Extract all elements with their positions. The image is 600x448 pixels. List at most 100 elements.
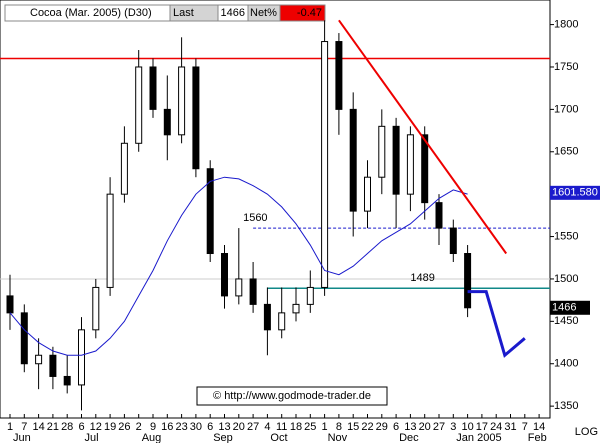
x-tick-label: 14	[32, 421, 44, 433]
candle-body	[306, 286, 314, 305]
candle-body	[364, 176, 371, 212]
candle-body	[392, 125, 400, 195]
y-tick-label: 1750	[554, 61, 578, 73]
candle-body	[249, 278, 257, 305]
y-tick-label: 1400	[554, 358, 578, 370]
month-label: Nov	[328, 432, 348, 443]
candle-body	[335, 41, 343, 110]
header-box	[279, 4, 326, 22]
candle-body	[278, 312, 286, 331]
month-label: Jun	[13, 432, 31, 443]
x-tick-label: 27	[433, 421, 445, 433]
candle-body	[49, 354, 57, 377]
x-tick-label: 14	[533, 421, 545, 433]
candle-body	[35, 354, 43, 365]
last-value-box	[550, 300, 590, 315]
candle-body	[63, 375, 71, 386]
x-tick-label: 26	[118, 421, 130, 433]
plot-frame	[0, 0, 551, 419]
y-tick-label: 1500	[554, 273, 578, 285]
x-tick-label: 4	[264, 421, 270, 433]
candle-body	[106, 193, 114, 288]
candle-body	[235, 278, 243, 297]
watermark: © http://www.godmode-trader.de	[213, 390, 371, 402]
candle-body	[421, 134, 429, 204]
x-tick-label: 21	[47, 421, 59, 433]
x-tick-label: 20	[233, 421, 245, 433]
header-label: Net%	[250, 7, 277, 19]
month-label: Oct	[270, 432, 287, 443]
x-tick-label: 3	[450, 421, 456, 433]
y-tick-label: 1650	[554, 146, 578, 158]
y-tick-label: 1350	[554, 400, 578, 412]
x-tick-label: 24	[490, 421, 502, 433]
candle-body	[263, 303, 271, 331]
candle-body	[406, 134, 414, 195]
x-tick-label: 1	[322, 421, 328, 433]
month-label: Aug	[142, 432, 162, 443]
forecast-arrow	[467, 290, 526, 358]
x-tick-label: 23	[175, 421, 187, 433]
x-tick-label: 6	[78, 421, 84, 433]
x-tick-label: 22	[361, 421, 373, 433]
month-label: Jan 2005	[456, 432, 501, 443]
x-tick-label: 7	[21, 421, 27, 433]
candle-body	[120, 142, 128, 195]
x-tick-label: 13	[218, 421, 230, 433]
candle-body	[435, 202, 443, 229]
candle-body	[192, 66, 200, 170]
x-tick-label: 2	[136, 421, 142, 433]
header: Cocoa (Mar. 2005) (D30) Last 1466 Net% -…	[4, 4, 326, 22]
y-tick-label: 1800	[554, 18, 578, 30]
candle-body	[292, 303, 300, 314]
candle-body	[78, 329, 85, 386]
y-tick-label: 1450	[554, 315, 578, 327]
candle-body	[178, 66, 186, 136]
month-label: Sep	[213, 432, 233, 443]
candle-body	[163, 108, 171, 136]
last-value-label: 1466	[552, 302, 576, 314]
x-tick-label: 28	[61, 421, 73, 433]
x-tick-label: 20	[419, 421, 431, 433]
x-tick-label: 15	[347, 421, 359, 433]
x-tick-label: 29	[376, 421, 388, 433]
x-tick-label: 13	[404, 421, 416, 433]
header-value: -0.47	[297, 7, 322, 19]
x-tick-label: 30	[190, 421, 202, 433]
x-tick-label: 6	[207, 421, 213, 433]
x-tick-label: 18	[290, 421, 302, 433]
scale-label: LOG	[575, 426, 598, 438]
x-tick-label: 17	[476, 421, 488, 433]
x-tick-label: 8	[336, 421, 342, 433]
x-tick-label: 10	[461, 421, 473, 433]
x-tick-label: 1	[7, 421, 13, 433]
trendline	[338, 19, 508, 255]
watermark-box	[196, 386, 388, 406]
candle-body	[464, 253, 472, 309]
ma-value-box	[550, 185, 600, 200]
x-tick-label: 25	[304, 421, 316, 433]
moving-average	[9, 176, 468, 356]
ma-value-label: 1601.580	[552, 187, 598, 199]
x-tick-label: 7	[522, 421, 528, 433]
candle-body	[92, 286, 100, 331]
x-tick-label: 6	[393, 421, 399, 433]
x-tick-label: 11	[276, 421, 287, 433]
header-title: Cocoa (Mar. 2005) (D30)	[30, 7, 152, 19]
month-label: Feb	[528, 432, 547, 443]
month-label: Dec	[399, 432, 419, 443]
support-label: 1489	[410, 272, 434, 284]
x-tick-label: 9	[150, 421, 156, 433]
candle-body	[449, 227, 457, 255]
x-tick-label: 12	[90, 421, 102, 433]
candle-body	[149, 66, 157, 110]
y-tick-label: 1700	[554, 103, 578, 115]
x-tick-label: 27	[247, 421, 259, 433]
candle-body	[321, 41, 329, 288]
candle-body	[6, 295, 14, 314]
x-tick-label: 19	[104, 421, 116, 433]
candle-body	[206, 168, 214, 255]
level-label: 1560	[243, 212, 267, 224]
x-tick-label: 16	[161, 421, 173, 433]
candle-body	[378, 125, 386, 178]
